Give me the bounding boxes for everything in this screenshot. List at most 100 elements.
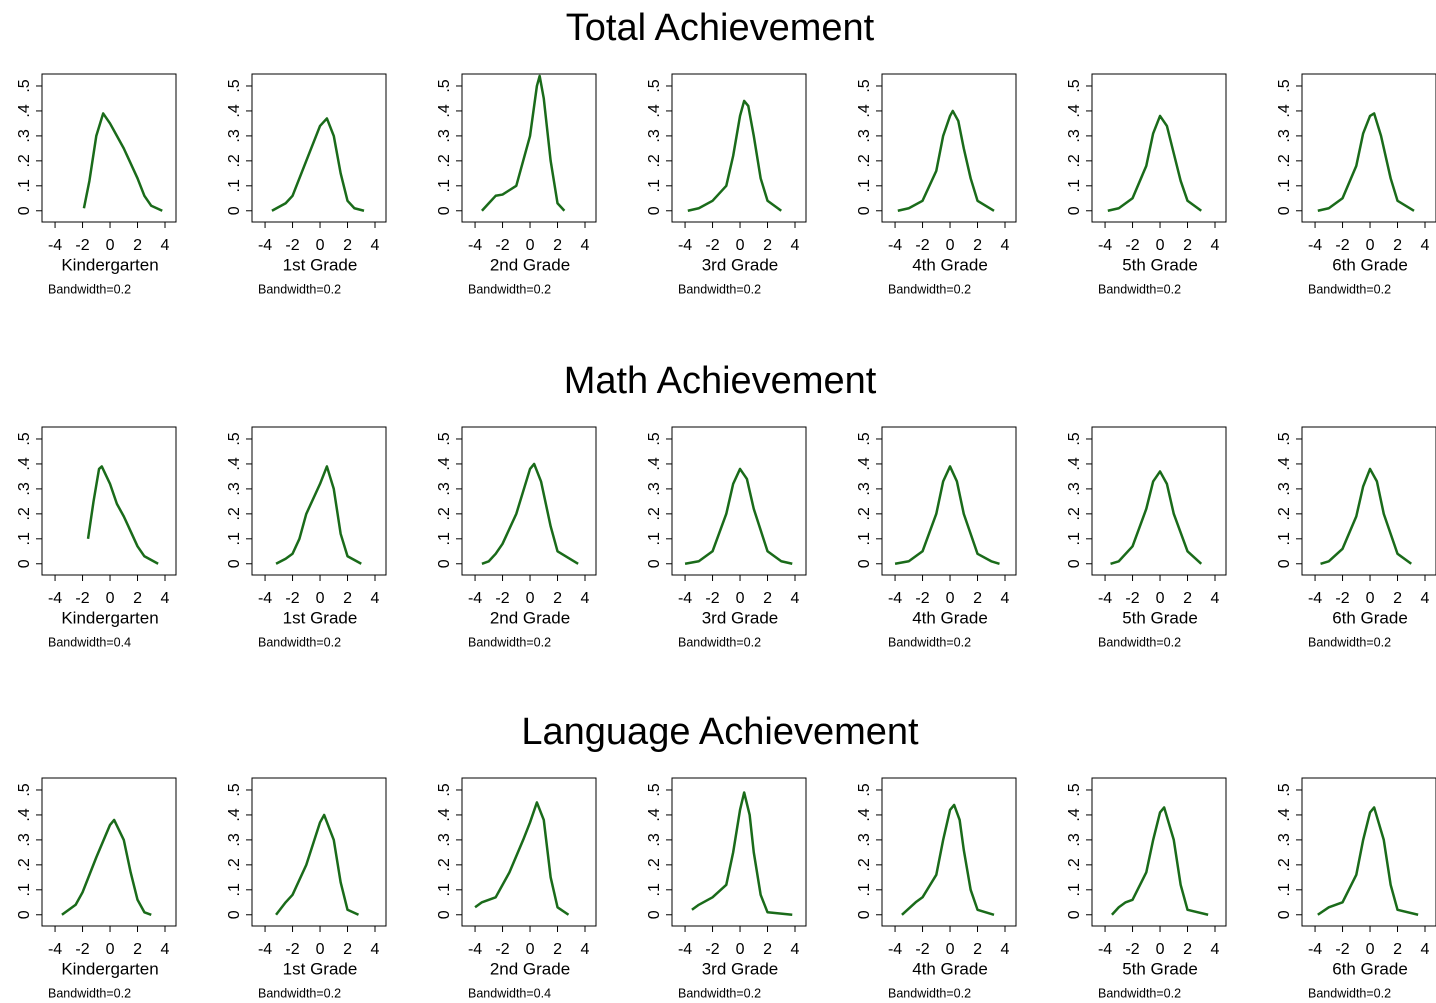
density-line <box>275 813 360 916</box>
x-tick-label: -2 <box>1335 590 1349 607</box>
y-tick-label: .1 <box>1276 179 1293 192</box>
y-tick-label: .1 <box>856 883 873 896</box>
plot-frame <box>41 426 177 576</box>
x-axis-label: 5th Grade <box>1122 608 1198 627</box>
x-tick-label: -4 <box>888 237 902 254</box>
y-tick-label: .1 <box>646 532 663 545</box>
density-line <box>1320 467 1412 565</box>
y-tick-label: .2 <box>226 507 243 520</box>
y-tick-label: .5 <box>856 79 873 92</box>
density-line <box>474 801 570 916</box>
plot-frame <box>1301 777 1436 927</box>
x-axis-label: 5th Grade <box>1122 255 1198 274</box>
density-line <box>684 467 793 565</box>
y-tick-label: 0 <box>646 206 663 215</box>
x-tick-label: -2 <box>75 941 89 958</box>
x-tick-label: 4 <box>581 237 590 254</box>
bandwidth-note: Bandwidth=0.2 <box>1308 282 1391 296</box>
x-tick-label: -2 <box>495 237 509 254</box>
density-line <box>481 462 579 565</box>
x-axis-label: Kindergarten <box>61 608 158 627</box>
y-tick-label: .3 <box>1276 482 1293 495</box>
section-title: Total Achievement <box>566 7 875 49</box>
x-tick-label: 4 <box>161 941 170 958</box>
x-tick-label: 2 <box>763 590 772 607</box>
density-line <box>86 465 159 565</box>
x-tick-label: 0 <box>736 237 745 254</box>
x-tick-label: 2 <box>553 590 562 607</box>
plot-frame <box>881 73 1017 223</box>
section-title: Math Achievement <box>564 360 877 402</box>
bandwidth-note: Bandwidth=0.2 <box>48 282 131 296</box>
density-line <box>1317 112 1415 212</box>
x-tick-label: -2 <box>285 237 299 254</box>
y-tick-label: .5 <box>436 79 453 92</box>
y-tick-label: .3 <box>226 833 243 846</box>
bandwidth-note: Bandwidth=0.4 <box>48 635 131 649</box>
y-tick-label: .4 <box>856 457 873 470</box>
y-tick-label: .5 <box>646 79 663 92</box>
x-tick-label: 2 <box>973 941 982 958</box>
plot-frame <box>671 426 807 576</box>
y-tick-label: .1 <box>436 532 453 545</box>
x-tick-label: -2 <box>705 590 719 607</box>
x-tick-label: -4 <box>258 237 272 254</box>
y-tick-label: .1 <box>1276 883 1293 896</box>
x-tick-label: -4 <box>678 237 692 254</box>
y-tick-label: .2 <box>1066 858 1083 871</box>
bandwidth-note: Bandwidth=0.2 <box>258 635 341 649</box>
y-tick-label: .3 <box>856 129 873 142</box>
x-tick-label: -2 <box>285 590 299 607</box>
y-tick-label: .1 <box>436 883 453 896</box>
y-tick-label: .2 <box>1066 154 1083 167</box>
bandwidth-note: Bandwidth=0.2 <box>258 282 341 296</box>
x-axis-label: 5th Grade <box>1122 959 1198 978</box>
x-tick-label: 0 <box>946 590 955 607</box>
density-line <box>82 112 163 212</box>
y-tick-label: .5 <box>436 783 453 796</box>
y-tick-label: .5 <box>226 783 243 796</box>
y-tick-label: .5 <box>1276 783 1293 796</box>
y-tick-label: .1 <box>226 883 243 896</box>
y-tick-label: 0 <box>16 910 33 919</box>
x-tick-label: -4 <box>258 590 272 607</box>
y-tick-label: 0 <box>856 206 873 215</box>
x-tick-label: 2 <box>343 237 352 254</box>
x-axis-label: 2nd Grade <box>490 959 570 978</box>
y-tick-label: .4 <box>1276 104 1293 117</box>
y-tick-label: .3 <box>16 129 33 142</box>
x-tick-label: 0 <box>736 941 745 958</box>
y-tick-label: .5 <box>1066 432 1083 445</box>
y-tick-label: .5 <box>1066 79 1083 92</box>
y-tick-label: .4 <box>16 808 33 821</box>
y-tick-label: .4 <box>436 104 453 117</box>
y-tick-label: .5 <box>646 783 663 796</box>
section-title: Language Achievement <box>521 711 919 753</box>
density-line <box>687 99 782 212</box>
bandwidth-note: Bandwidth=0.2 <box>1098 986 1181 1000</box>
x-tick-label: -4 <box>468 237 482 254</box>
x-tick-label: 4 <box>581 590 590 607</box>
y-tick-label: .5 <box>226 79 243 92</box>
y-tick-label: .5 <box>1276 432 1293 445</box>
x-tick-label: 2 <box>763 941 772 958</box>
y-tick-label: .1 <box>646 179 663 192</box>
x-tick-label: -4 <box>1308 590 1322 607</box>
y-tick-label: .1 <box>1066 179 1083 192</box>
x-tick-label: 4 <box>371 941 380 958</box>
x-axis-label: 6th Grade <box>1332 255 1408 274</box>
plot-frame <box>881 426 1017 576</box>
x-tick-label: -2 <box>1125 590 1139 607</box>
y-tick-label: 0 <box>1066 910 1083 919</box>
x-axis-label: 4th Grade <box>912 959 988 978</box>
x-tick-label: 0 <box>526 941 535 958</box>
x-tick-label: 4 <box>791 941 800 958</box>
y-tick-label: 0 <box>226 206 243 215</box>
y-tick-label: .5 <box>646 432 663 445</box>
y-tick-label: .3 <box>856 482 873 495</box>
y-tick-label: .5 <box>1276 79 1293 92</box>
x-tick-label: 0 <box>946 237 955 254</box>
x-tick-label: 0 <box>1156 941 1165 958</box>
x-tick-label: 2 <box>763 237 772 254</box>
